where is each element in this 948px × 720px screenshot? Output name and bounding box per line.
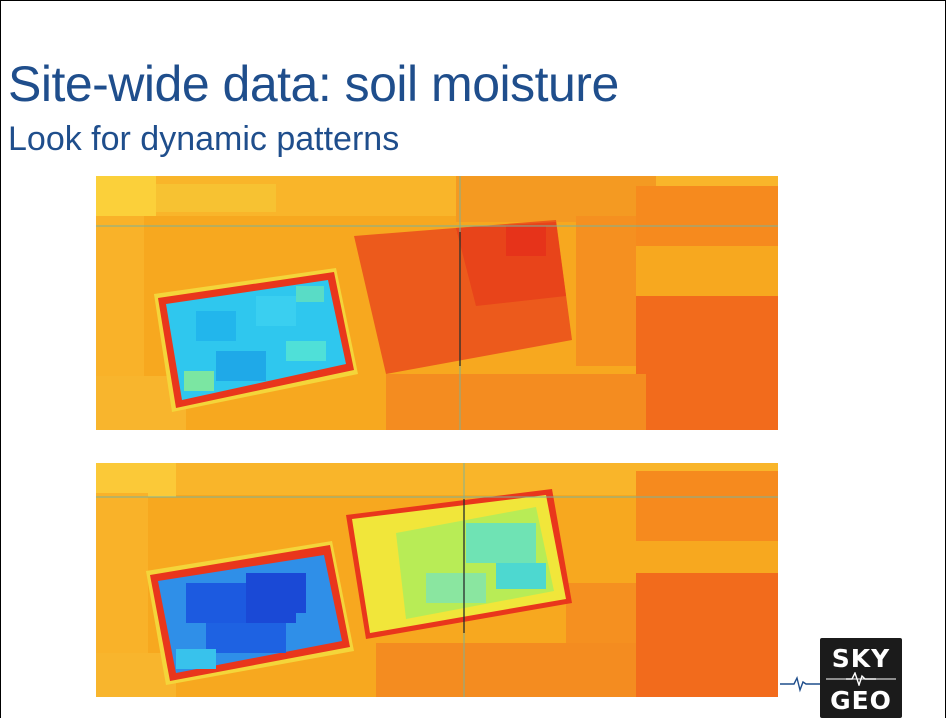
soil-moisture-map-later-image: [96, 463, 778, 697]
slide-subtitle: Look for dynamic patterns: [8, 120, 400, 158]
logo-text-sky: SKY: [831, 644, 891, 673]
soil-moisture-map-earlier: [96, 176, 778, 430]
logo-waveform-line: [780, 675, 825, 693]
waveform-icon: [826, 672, 896, 686]
slide-title: Site-wide data: soil moisture: [8, 56, 619, 112]
skygeo-logo: SKY GEO: [820, 638, 902, 718]
soil-moisture-map-earlier-image: [96, 176, 778, 430]
soil-moisture-map-later: [96, 463, 778, 697]
logo-text-geo: GEO: [830, 686, 892, 715]
